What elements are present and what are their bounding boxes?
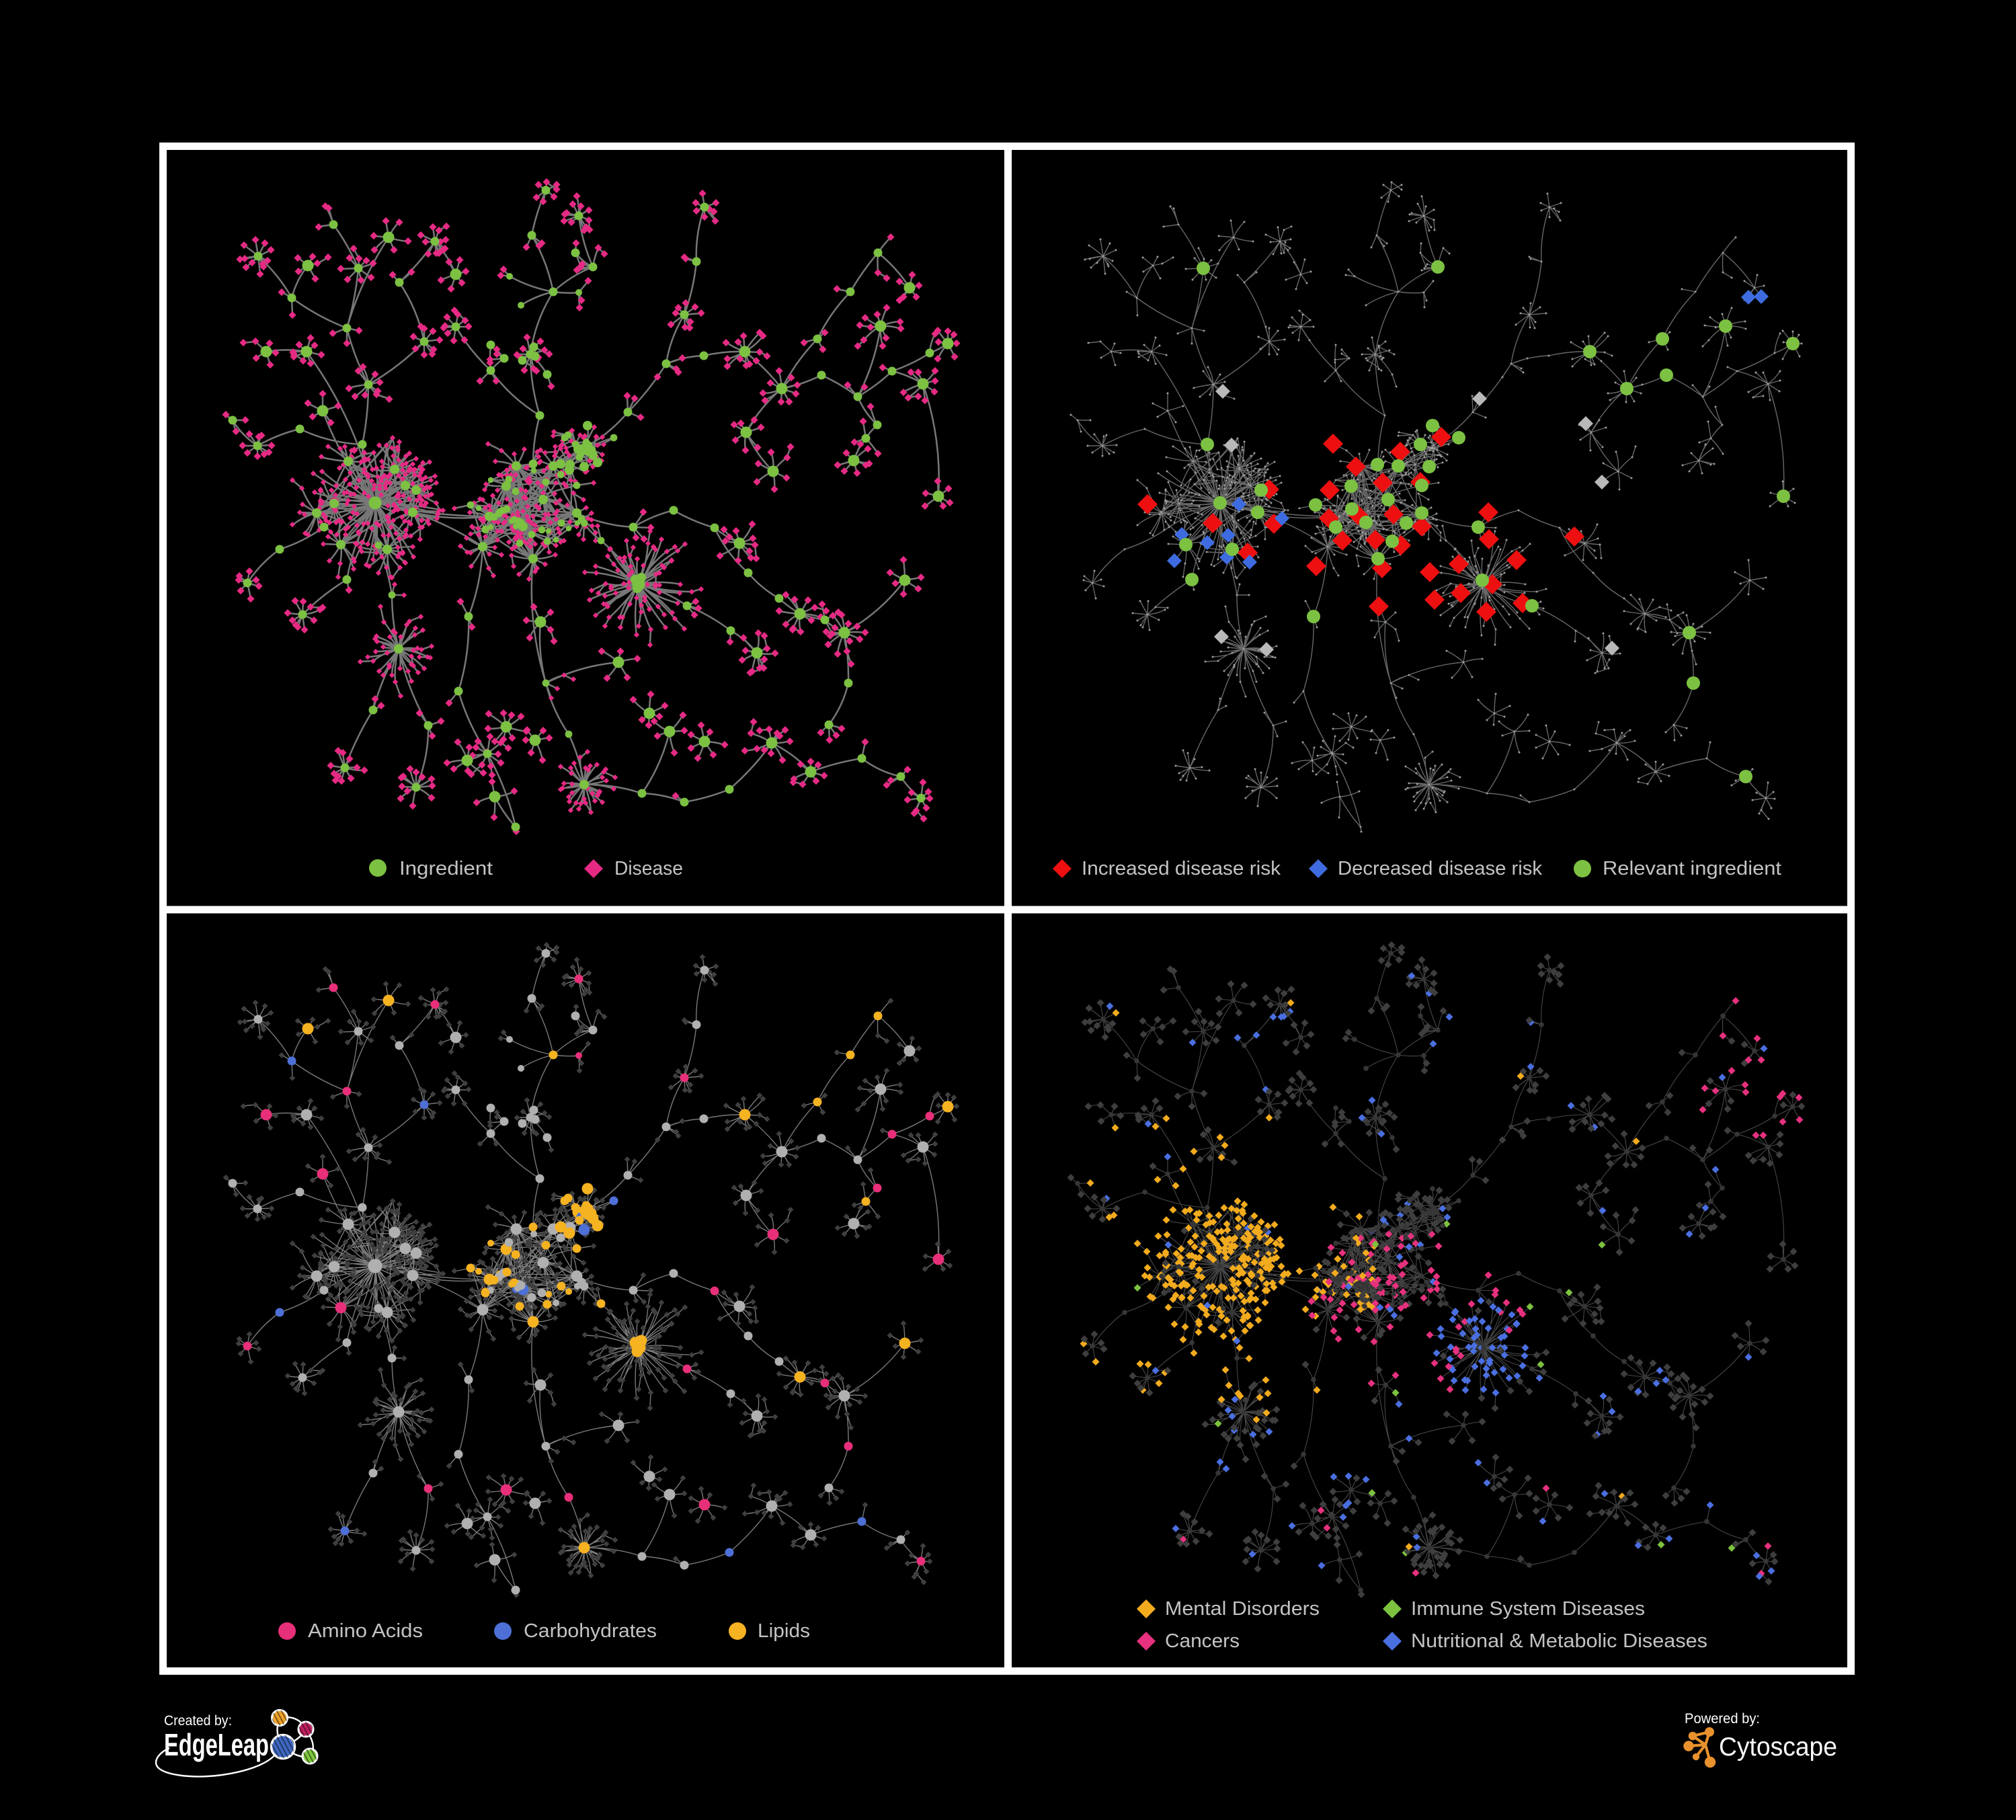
svg-text:Amino Acids: Amino Acids bbox=[308, 1620, 423, 1642]
svg-text:Ingredient: Ingredient bbox=[399, 858, 493, 879]
svg-text:Increased disease risk: Increased disease risk bbox=[1082, 858, 1281, 879]
svg-text:Created by:: Created by: bbox=[164, 1713, 232, 1729]
svg-text:Nutritional & Metabolic Diseas: Nutritional & Metabolic Diseases bbox=[1411, 1630, 1707, 1652]
svg-text:Cytoscape: Cytoscape bbox=[1719, 1733, 1837, 1762]
svg-text:Carbohydrates: Carbohydrates bbox=[524, 1620, 657, 1642]
svg-text:Cancers: Cancers bbox=[1165, 1630, 1240, 1652]
svg-text:EdgeLeap: EdgeLeap bbox=[164, 1727, 269, 1762]
svg-text:Disease: Disease bbox=[614, 858, 683, 879]
svg-text:Immune System Diseases: Immune System Diseases bbox=[1411, 1598, 1645, 1620]
svg-text:Relevant ingredient: Relevant ingredient bbox=[1603, 858, 1781, 879]
svg-text:Lipids: Lipids bbox=[758, 1620, 810, 1642]
svg-text:Decreased disease risk: Decreased disease risk bbox=[1338, 858, 1542, 879]
svg-text:Powered by:: Powered by: bbox=[1685, 1711, 1760, 1727]
svg-text:Mental Disorders: Mental Disorders bbox=[1165, 1598, 1320, 1620]
